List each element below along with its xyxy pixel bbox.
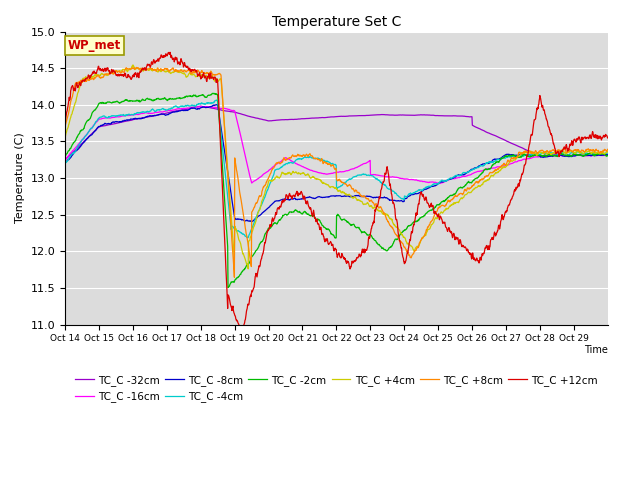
TC_C -4cm [212, 97, 220, 103]
TC_C -32cm [544, 154, 552, 159]
TC_C +4cm [129, 62, 137, 68]
TC_C -32cm [323, 115, 330, 120]
TC_C +8cm [323, 160, 330, 166]
TC_C -4cm [604, 150, 612, 156]
TC_C -16cm [604, 152, 612, 158]
TC_C +4cm [604, 148, 612, 154]
TC_C -2cm [545, 152, 552, 158]
TC_C -2cm [146, 96, 154, 102]
TC_C -8cm [545, 154, 552, 159]
TC_C -8cm [465, 169, 472, 175]
TC_C +4cm [598, 150, 605, 156]
TC_C +8cm [132, 64, 140, 70]
TC_C +8cm [465, 186, 472, 192]
TC_C +12cm [323, 236, 330, 242]
TC_C +12cm [166, 49, 174, 55]
TC_C +4cm [323, 181, 330, 187]
TC_C +12cm [598, 137, 605, 143]
Line: TC_C -2cm: TC_C -2cm [65, 93, 608, 288]
TC_C -8cm [146, 113, 154, 119]
TC_C -8cm [604, 152, 612, 158]
TC_C +12cm [61, 120, 69, 126]
TC_C +8cm [61, 124, 69, 130]
Line: TC_C -4cm: TC_C -4cm [65, 100, 608, 238]
TC_C -32cm [197, 103, 205, 109]
TC_C -4cm [312, 156, 320, 161]
TC_C -2cm [465, 179, 472, 184]
Y-axis label: Temperature (C): Temperature (C) [15, 133, 25, 224]
TC_C -4cm [465, 168, 472, 174]
Line: TC_C -8cm: TC_C -8cm [65, 105, 608, 222]
TC_C +8cm [545, 149, 552, 155]
TC_C +4cm [147, 66, 154, 72]
TC_C +12cm [146, 62, 154, 68]
Text: WP_met: WP_met [68, 39, 121, 52]
TC_C -8cm [248, 219, 255, 225]
Legend: TC_C -32cm, TC_C -16cm, TC_C -8cm, TC_C -4cm, TC_C -2cm, TC_C +4cm, TC_C +8cm, T: TC_C -32cm, TC_C -16cm, TC_C -8cm, TC_C … [71, 371, 602, 406]
Line: TC_C +12cm: TC_C +12cm [65, 52, 608, 332]
TC_C -8cm [61, 160, 69, 166]
TC_C -16cm [545, 152, 552, 158]
TC_C +12cm [312, 216, 320, 222]
TC_C -32cm [61, 157, 69, 163]
TC_C -4cm [598, 150, 605, 156]
TC_C -4cm [244, 235, 252, 240]
TC_C -16cm [598, 153, 605, 158]
TC_C +12cm [545, 124, 552, 130]
TC_C -16cm [61, 157, 69, 163]
Line: TC_C +8cm: TC_C +8cm [65, 67, 608, 277]
TC_C -2cm [209, 90, 217, 96]
TC_C +12cm [465, 250, 472, 255]
Line: TC_C -16cm: TC_C -16cm [65, 106, 608, 183]
Line: TC_C -32cm: TC_C -32cm [65, 106, 608, 160]
TC_C -32cm [465, 114, 472, 120]
TC_C +8cm [604, 146, 612, 152]
TC_C +4cm [61, 135, 69, 141]
TC_C -4cm [61, 161, 69, 167]
TC_C -16cm [197, 103, 205, 109]
TC_C -2cm [598, 151, 605, 157]
TC_C -2cm [323, 226, 330, 231]
TC_C -8cm [323, 194, 330, 200]
TC_C -2cm [61, 153, 69, 159]
TC_C +8cm [230, 275, 238, 280]
TC_C -16cm [312, 169, 320, 175]
TC_C -2cm [604, 153, 612, 158]
X-axis label: Time: Time [584, 345, 608, 355]
TC_C -32cm [146, 114, 154, 120]
Title: Temperature Set C: Temperature Set C [272, 15, 401, 29]
Line: TC_C +4cm: TC_C +4cm [65, 65, 608, 269]
TC_C -8cm [312, 195, 320, 201]
TC_C -8cm [598, 153, 605, 158]
TC_C -16cm [465, 172, 472, 178]
TC_C -16cm [436, 180, 444, 186]
TC_C +8cm [312, 156, 320, 161]
TC_C -16cm [323, 171, 330, 177]
TC_C -32cm [597, 153, 605, 158]
TC_C -32cm [312, 115, 320, 121]
TC_C +4cm [465, 189, 472, 195]
TC_C +4cm [312, 176, 320, 182]
TC_C -4cm [146, 108, 154, 114]
TC_C +4cm [545, 150, 552, 156]
TC_C +12cm [604, 135, 612, 141]
TC_C -4cm [545, 150, 552, 156]
TC_C -8cm [213, 102, 221, 108]
TC_C -2cm [312, 216, 320, 222]
TC_C +12cm [237, 329, 245, 335]
TC_C +8cm [147, 66, 154, 72]
TC_C -16cm [146, 110, 154, 116]
TC_C -2cm [224, 285, 232, 290]
TC_C +4cm [244, 266, 252, 272]
TC_C -4cm [323, 158, 330, 164]
TC_C -32cm [604, 153, 612, 158]
TC_C +8cm [598, 149, 605, 155]
